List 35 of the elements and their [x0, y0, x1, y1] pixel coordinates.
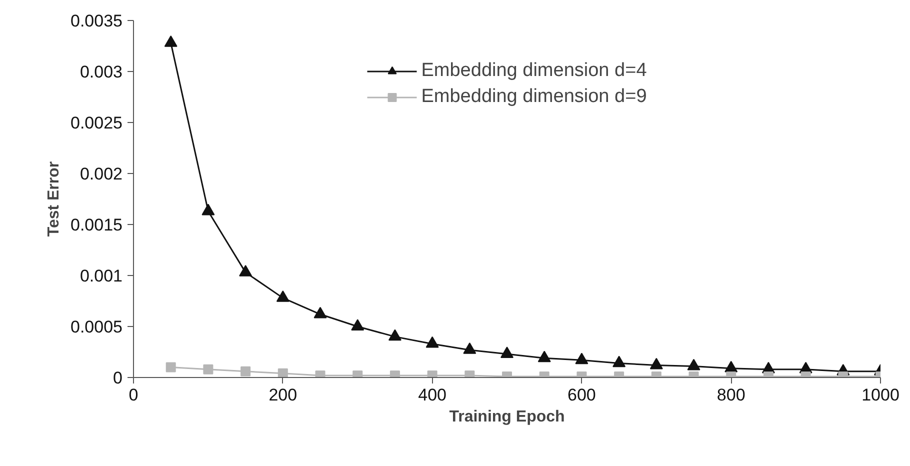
y-tick-label: 0.0025 — [70, 114, 123, 132]
point — [463, 342, 476, 354]
point — [612, 356, 626, 368]
point — [351, 319, 364, 330]
legend-label: Embedding dimension d=4 — [421, 60, 647, 82]
point — [538, 350, 551, 362]
x-tick-label: 0 — [128, 386, 138, 404]
x-tick-label: 800 — [716, 386, 746, 404]
y-tick-label: 0.0015 — [70, 216, 123, 234]
point — [575, 352, 588, 364]
point — [500, 346, 514, 358]
x-tick-label: 600 — [568, 386, 596, 404]
point — [388, 329, 402, 341]
point — [164, 36, 178, 47]
legend-label: Embedding dimension d=9 — [421, 86, 647, 108]
point — [687, 358, 700, 370]
point — [202, 204, 215, 216]
y-tick-label: 0.003 — [80, 62, 123, 82]
y-tick-label: 0 — [113, 368, 123, 388]
y-tick-label: 0.0035 — [70, 12, 123, 30]
point — [314, 306, 327, 318]
point — [278, 368, 288, 378]
y-axis-title: Test Error — [46, 161, 63, 237]
point — [724, 360, 738, 372]
point — [650, 358, 663, 370]
y-tick-label: 0.002 — [80, 164, 123, 184]
y-tick-label: 0.0005 — [70, 318, 123, 336]
point — [426, 336, 439, 348]
x-tick-label: 200 — [268, 386, 298, 404]
x-tick-label: 1000 — [862, 386, 900, 404]
x-axis-title: Training Epoch — [449, 408, 565, 426]
point — [239, 265, 252, 276]
y-tick-label: 0.001 — [80, 266, 123, 286]
x-tick-label: 400 — [418, 386, 446, 404]
point — [276, 290, 290, 302]
